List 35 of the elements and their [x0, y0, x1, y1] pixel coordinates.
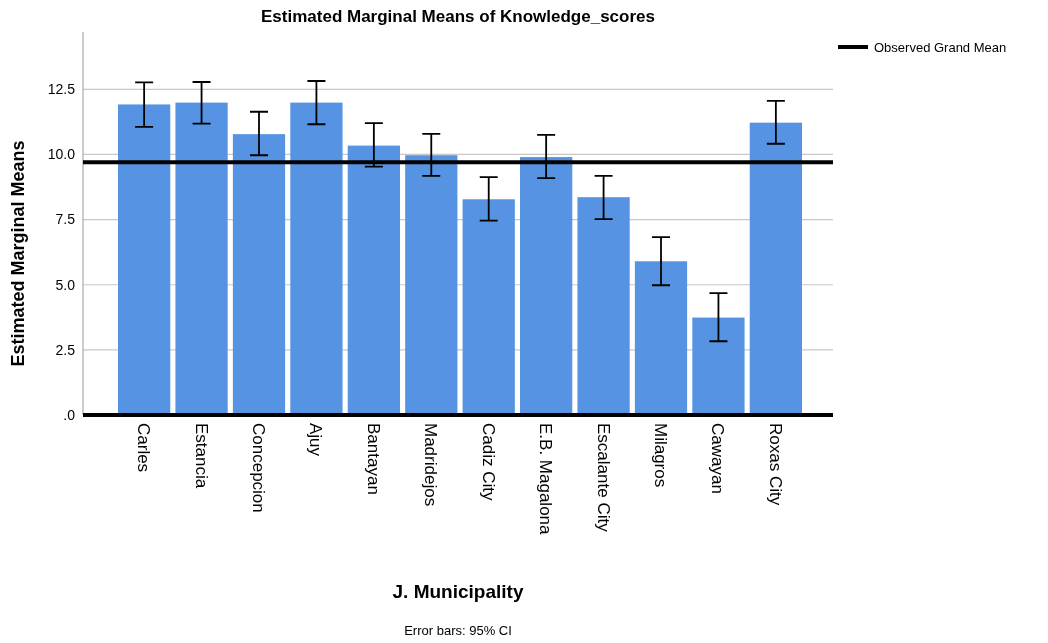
bar [749, 122, 802, 415]
y-axis-title: Estimated Marginal Means [8, 140, 28, 367]
chart-title: Estimated Marginal Means of Knowledge_scores [261, 7, 655, 26]
bar [290, 102, 343, 415]
x-tick-label: Milagros [651, 423, 671, 488]
y-tick-label: 7.5 [55, 211, 76, 228]
x-tick-label: Carles [134, 423, 154, 473]
x-tick-label: Concepcion [249, 423, 269, 513]
y-tick-label: 2.5 [55, 341, 76, 358]
x-tick-label: Ajuy [306, 423, 326, 457]
x-tick-label: Estancia [191, 423, 211, 489]
x-tick-label: Bantayan [363, 423, 383, 495]
y-tick-label: 12.5 [47, 81, 76, 98]
x-tick-label: Cadiz City [478, 423, 498, 501]
x-tick-label: Roxas City [765, 423, 785, 506]
bar [577, 197, 630, 415]
y-tick-label: 5.0 [55, 276, 76, 293]
x-axis-title: J. Municipality [392, 581, 524, 602]
bar [405, 155, 458, 415]
x-tick-label: Madridejos [421, 423, 441, 507]
bar [347, 145, 400, 415]
x-tick-label: E.B. Magalona [536, 423, 556, 536]
x-tick-label: Escalante City [593, 423, 613, 533]
bar [462, 199, 515, 415]
x-tick-label: Cawayan [708, 423, 728, 494]
bar [692, 317, 745, 415]
text: Error bars: 95% CI [404, 623, 512, 638]
bar [634, 261, 688, 415]
y-tick-label: .0 [63, 406, 76, 423]
bar [232, 134, 286, 415]
legend-label: Observed Grand Mean [874, 39, 1007, 55]
bar [520, 157, 573, 415]
bar [118, 104, 171, 415]
y-tick-label: 10.0 [47, 146, 76, 163]
bar [175, 102, 228, 415]
